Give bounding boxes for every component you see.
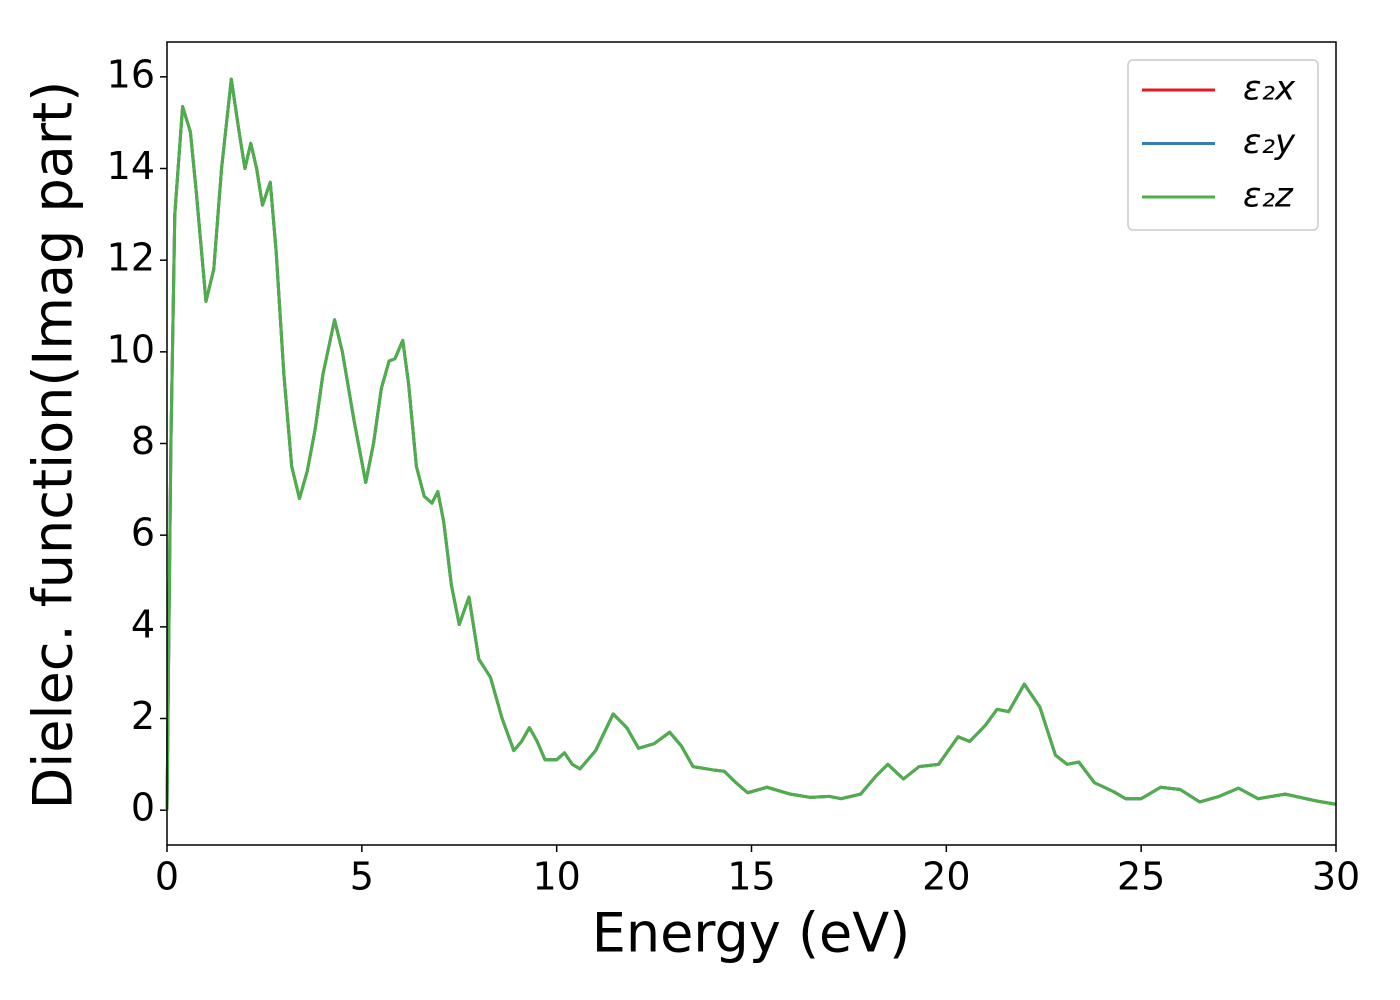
y-tick-label: 16: [107, 52, 155, 96]
x-tick-label: 5: [350, 855, 374, 899]
y-tick-label: 0: [131, 786, 155, 830]
x-tick-label: 30: [1312, 855, 1360, 899]
x-tick-label: 20: [922, 855, 970, 899]
legend-label: ε₂z: [1243, 176, 1294, 216]
y-axis-label: Dielec. function(Imag part): [22, 81, 85, 810]
y-tick-label: 8: [131, 419, 155, 463]
data-line: [165, 77, 1337, 811]
y-tick-label: 10: [107, 327, 155, 371]
y-tick-label: 14: [107, 144, 155, 188]
x-tick-label: 15: [727, 855, 775, 899]
x-axis-label: Energy (eV): [592, 902, 911, 965]
y-tick-label: 4: [131, 602, 155, 646]
plot-frame: [166, 41, 1337, 846]
legend-label: ε₂x: [1243, 69, 1296, 109]
y-tick-label: 12: [107, 236, 155, 280]
legend-label: ε₂y: [1243, 122, 1296, 162]
y-tick-label: 2: [131, 694, 155, 738]
x-tick-label: 25: [1117, 855, 1165, 899]
legend-box: [1127, 59, 1319, 231]
x-tick-label: 0: [155, 855, 179, 899]
y-tick-label: 6: [131, 511, 155, 555]
x-tick-label: 10: [532, 855, 580, 899]
